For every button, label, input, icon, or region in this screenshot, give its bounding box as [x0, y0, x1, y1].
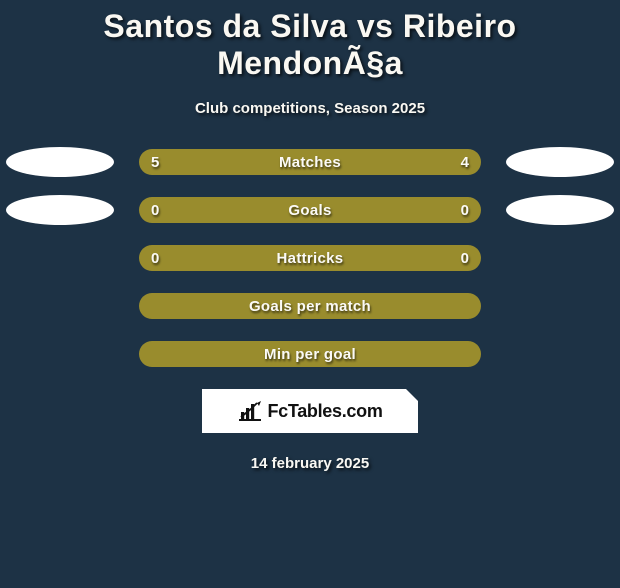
player-marker-left: [6, 147, 114, 177]
stat-label: Hattricks: [277, 250, 344, 267]
stat-value-right: 0: [461, 250, 469, 267]
stat-row: 0 Hattricks 0: [0, 245, 620, 271]
brand-name: FcTables.com: [267, 401, 382, 422]
bar-chart-icon: [237, 400, 263, 422]
stat-value-left: 0: [151, 250, 159, 267]
stat-row: Min per goal: [0, 341, 620, 367]
player-marker-left: [6, 195, 114, 225]
stat-label: Min per goal: [264, 346, 356, 363]
stat-row: 5 Matches 4: [0, 149, 620, 175]
date-text: 14 february 2025: [0, 455, 620, 472]
stat-label: Goals: [288, 202, 331, 219]
stat-bar: 0 Hattricks 0: [139, 245, 481, 271]
stat-bar: Goals per match: [139, 293, 481, 319]
brand-logo-box: FcTables.com: [202, 389, 418, 433]
stat-row: 0 Goals 0: [0, 197, 620, 223]
stat-value-left: 5: [151, 154, 159, 171]
page-title: Santos da Silva vs Ribeiro MendonÃ§a: [0, 8, 620, 82]
stat-value-right: 0: [461, 202, 469, 219]
stat-label: Matches: [279, 154, 341, 171]
player-marker-right: [506, 195, 614, 225]
stat-label: Goals per match: [249, 298, 371, 315]
subtitle: Club competitions, Season 2025: [0, 100, 620, 117]
stat-rows: 5 Matches 4 0 Goals 0 0 Hattricks 0 Goals per mat…: [0, 149, 620, 367]
stat-value-right: 4: [461, 154, 469, 171]
stat-bar: 0 Goals 0: [139, 197, 481, 223]
stat-bar: 5 Matches 4: [139, 149, 481, 175]
stat-bar: Min per goal: [139, 341, 481, 367]
stat-row: Goals per match: [0, 293, 620, 319]
player-marker-right: [506, 147, 614, 177]
stat-value-left: 0: [151, 202, 159, 219]
